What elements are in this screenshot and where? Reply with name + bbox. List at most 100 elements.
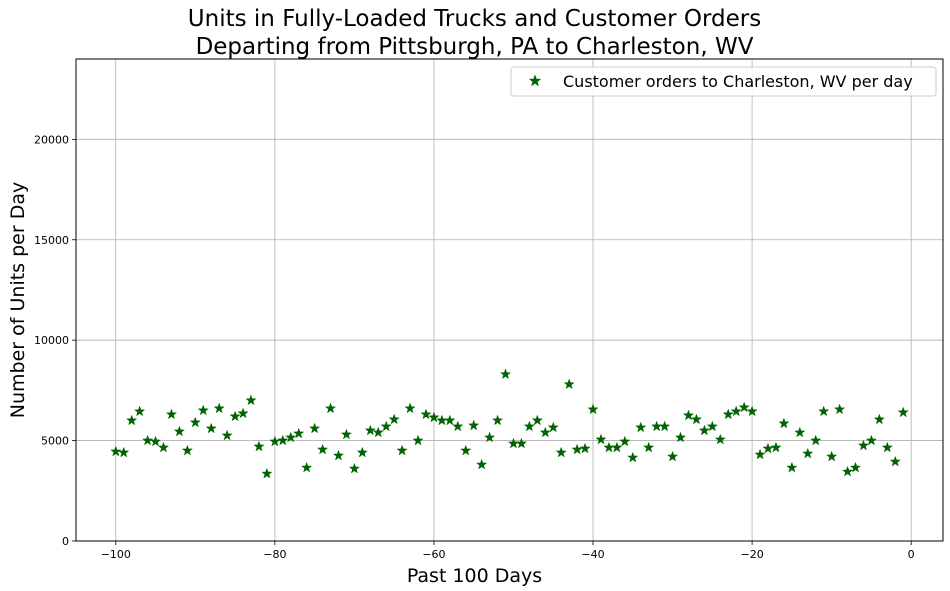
data-point-star bbox=[261, 467, 273, 479]
data-point-star bbox=[547, 421, 559, 433]
data-point-star bbox=[531, 414, 543, 426]
data-point-star bbox=[523, 420, 536, 432]
data-point-star bbox=[483, 431, 496, 443]
data-point-star bbox=[197, 404, 209, 416]
data-point-star bbox=[722, 408, 734, 420]
data-point-star bbox=[213, 402, 225, 414]
x-tick-label: 0 bbox=[908, 548, 915, 561]
data-point-star bbox=[658, 420, 671, 432]
data-point-star bbox=[754, 448, 766, 460]
data-point-star bbox=[237, 407, 249, 419]
data-point-star bbox=[356, 446, 369, 458]
data-point-star bbox=[833, 403, 846, 415]
data-point-star bbox=[778, 417, 790, 429]
data-point-star bbox=[388, 413, 400, 425]
data-point-star bbox=[412, 434, 424, 446]
x-tick-label: −40 bbox=[581, 548, 604, 561]
data-point-star bbox=[348, 462, 361, 474]
data-point-star bbox=[277, 434, 289, 446]
data-point-star bbox=[889, 455, 901, 467]
data-point-star bbox=[770, 441, 782, 453]
data-point-star bbox=[730, 405, 742, 417]
data-point-star bbox=[293, 427, 305, 439]
data-point-star bbox=[468, 419, 480, 431]
data-point-star bbox=[794, 426, 806, 438]
data-point-star bbox=[857, 439, 870, 451]
data-point-star bbox=[205, 422, 217, 434]
y-tick-label: 15000 bbox=[34, 234, 69, 247]
data-point-star bbox=[332, 449, 345, 461]
data-point-star bbox=[802, 447, 814, 459]
data-point-star bbox=[245, 394, 257, 406]
axis-ticks: −100 −80 −60 −40 −20 0 0 5000 10000 15000 20000 bbox=[34, 133, 915, 561]
legend: Customer orders to Charleston, WV per da… bbox=[510, 66, 937, 97]
x-axis-label: Past 100 Days bbox=[407, 565, 542, 587]
x-tick-label: −60 bbox=[422, 548, 445, 561]
y-tick-label: 20000 bbox=[34, 133, 69, 146]
data-point-star bbox=[611, 441, 623, 453]
x-tick-label: −80 bbox=[263, 548, 286, 561]
data-point-star bbox=[579, 442, 591, 454]
data-point-star bbox=[229, 410, 241, 422]
data-point-star bbox=[555, 446, 567, 458]
plot-area bbox=[75, 58, 944, 542]
data-point-star bbox=[738, 401, 750, 413]
data-point-star bbox=[674, 431, 687, 443]
data-point-star bbox=[666, 450, 679, 462]
data-point-star bbox=[897, 406, 909, 418]
data-point-star bbox=[587, 403, 599, 415]
data-point-star bbox=[126, 414, 138, 426]
data-point-star bbox=[627, 451, 639, 463]
data-point-star bbox=[849, 461, 862, 473]
data-point-star bbox=[746, 405, 758, 417]
data-point-star bbox=[619, 435, 631, 447]
data-point-star bbox=[476, 458, 488, 470]
data-point-star bbox=[452, 420, 464, 432]
data-point-star bbox=[324, 402, 337, 414]
legend-star-icon bbox=[528, 74, 542, 87]
data-point-star bbox=[810, 434, 822, 446]
data-point-star bbox=[786, 461, 798, 473]
data-point-star bbox=[881, 441, 893, 453]
y-tick-label: 0 bbox=[62, 535, 69, 548]
data-point-star bbox=[499, 368, 512, 380]
data-point-star bbox=[118, 446, 130, 458]
data-point-star bbox=[515, 437, 528, 449]
data-point-star bbox=[818, 405, 830, 417]
data-point-star bbox=[165, 408, 178, 420]
data-point-star bbox=[308, 422, 321, 434]
data-point-star bbox=[682, 409, 695, 421]
data-point-star bbox=[690, 413, 703, 425]
legend-box bbox=[510, 66, 937, 97]
data-point-star bbox=[133, 405, 146, 417]
y-tick-label: 10000 bbox=[34, 334, 69, 347]
data-point-star bbox=[316, 443, 329, 455]
chart-title-line-2: Departing from Pittsburgh, PA to Charles… bbox=[196, 34, 754, 60]
chart-title-line-1: Units in Fully-Loaded Trucks and Custome… bbox=[188, 6, 761, 32]
data-point-star bbox=[571, 443, 583, 455]
data-point-star bbox=[491, 414, 504, 426]
data-point-star bbox=[157, 441, 170, 453]
data-point-star bbox=[563, 378, 575, 390]
y-axis-label: Number of Units per Day bbox=[7, 182, 29, 418]
data-point-star bbox=[698, 424, 711, 436]
data-point-star bbox=[714, 433, 726, 445]
data-point-star bbox=[873, 413, 886, 425]
x-tick-label: −100 bbox=[101, 548, 131, 561]
data-point-star bbox=[404, 402, 416, 414]
data-point-star bbox=[460, 444, 472, 456]
data-point-star bbox=[173, 425, 186, 437]
data-point-star bbox=[706, 420, 718, 432]
data-point-star bbox=[340, 428, 353, 440]
data-point-star bbox=[865, 434, 878, 446]
data-point-star bbox=[372, 426, 384, 438]
data-point-star bbox=[380, 420, 392, 432]
data-point-star bbox=[444, 414, 456, 426]
data-point-star bbox=[825, 450, 838, 462]
data-point-star bbox=[396, 444, 408, 456]
data-point-star bbox=[595, 433, 607, 445]
data-point-star bbox=[221, 429, 233, 441]
data-point-star bbox=[364, 424, 376, 436]
legend-label: Customer orders to Charleston, WV per da… bbox=[563, 72, 913, 91]
